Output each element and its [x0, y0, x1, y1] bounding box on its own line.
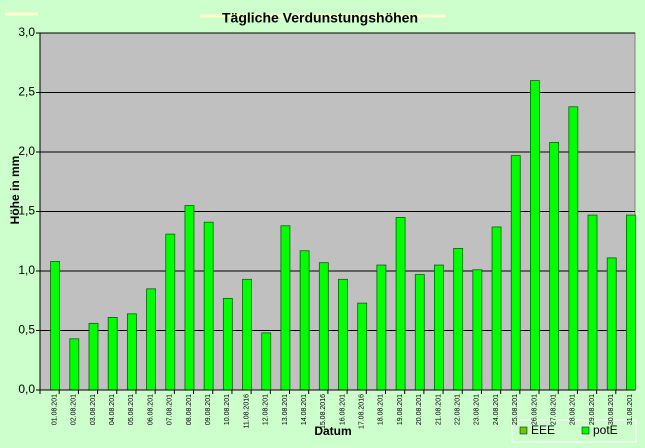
y-tick-label: 3,0: [18, 25, 35, 39]
x-tick-label: 14.08.201: [301, 394, 308, 425]
x-tick-label: 25.08.201: [512, 394, 519, 425]
x-tick-label: 29.08.201: [589, 394, 596, 425]
legend-swatch: [519, 426, 528, 435]
x-tick-label: 02.08.201: [71, 394, 78, 425]
bar: [587, 214, 598, 391]
bar: [280, 225, 291, 391]
x-axis-label: Datum: [314, 424, 351, 438]
x-tick-label: 30.08.201: [608, 394, 615, 425]
x-tick-label: 07.08.201: [167, 394, 174, 425]
x-tick-label: 08.08.201: [186, 394, 193, 425]
bar: [261, 332, 272, 391]
bar: [242, 278, 252, 391]
bar: [626, 214, 636, 391]
bar: [395, 217, 406, 391]
x-tick-label: 27.08.201: [550, 394, 557, 425]
bar: [184, 205, 195, 391]
x-tick-label: 19.08.201: [397, 394, 404, 425]
x-tick-label: 09.08.201: [205, 394, 212, 425]
x-tick-label: 15.08.2016: [320, 394, 327, 429]
bar: [530, 80, 540, 391]
bar: [453, 247, 464, 391]
x-tick-label: 28.08.201: [570, 394, 577, 425]
legend: [511, 419, 637, 443]
bar: [50, 261, 60, 391]
bar: [126, 313, 137, 391]
x-tick-label: 12.08.201: [263, 394, 270, 425]
bar: [107, 317, 118, 391]
bar: [338, 278, 348, 391]
bar: [88, 322, 99, 391]
x-tick-label: 13.08.201: [282, 394, 289, 425]
bar: [318, 262, 329, 391]
x-tick-label: 01.08.201: [51, 394, 58, 425]
x-tick-label: 16.08.201: [339, 394, 346, 425]
x-tick-label: 18.08.201: [378, 394, 385, 425]
x-tick-label: 03.08.201: [90, 394, 97, 425]
bar: [203, 221, 214, 391]
bar: [165, 233, 176, 391]
bar: [549, 142, 560, 391]
x-tick-label: 24.08.201: [493, 394, 500, 425]
y-tick-label: 2,0: [18, 144, 35, 158]
x-tick-label: 05.08.201: [128, 394, 135, 425]
x-tick-label: 31.08.201: [627, 394, 634, 425]
y-tick-label: 1,5: [18, 204, 35, 218]
x-tick-label: 06.08.201: [147, 394, 154, 425]
x-tick-label: 17.08.2016: [359, 394, 366, 429]
y-axis-label: Höhe in mm: [8, 156, 22, 225]
bar: [69, 338, 80, 391]
y-tick-label: 0,0: [18, 382, 35, 396]
legend-swatch: [581, 426, 590, 435]
x-tick-label: 10.08.201: [224, 394, 231, 425]
legend-label: EEE: [531, 423, 555, 437]
bar: [472, 269, 483, 391]
bar: [606, 257, 617, 391]
bar: [414, 274, 425, 391]
y-tick-label: 0,5: [18, 323, 35, 337]
bar: [510, 155, 521, 391]
x-tick-label: 04.08.201: [109, 394, 116, 425]
x-tick-label: 22.08.201: [455, 394, 462, 425]
legend-label: potE: [593, 423, 618, 437]
y-tick-label: 1,0: [18, 263, 35, 277]
bar: [222, 297, 233, 391]
bar: [434, 264, 444, 391]
x-tick-label: 21.08.201: [435, 394, 442, 425]
y-tick-label: 2,5: [18, 85, 35, 99]
bar: [376, 264, 387, 391]
x-tick-label: 23.08.201: [474, 394, 481, 425]
bar: [491, 226, 502, 391]
bar: [146, 288, 156, 391]
bar: [299, 250, 310, 391]
x-tick-label: 20.08.201: [416, 394, 423, 425]
bar: [568, 106, 579, 391]
x-tick-label: 26.08.201: [531, 394, 538, 425]
x-tick-label: 11.08.2016: [243, 394, 250, 429]
bar: [357, 302, 368, 391]
chart-title: Tägliche Verdunstungshöhen: [222, 10, 418, 26]
